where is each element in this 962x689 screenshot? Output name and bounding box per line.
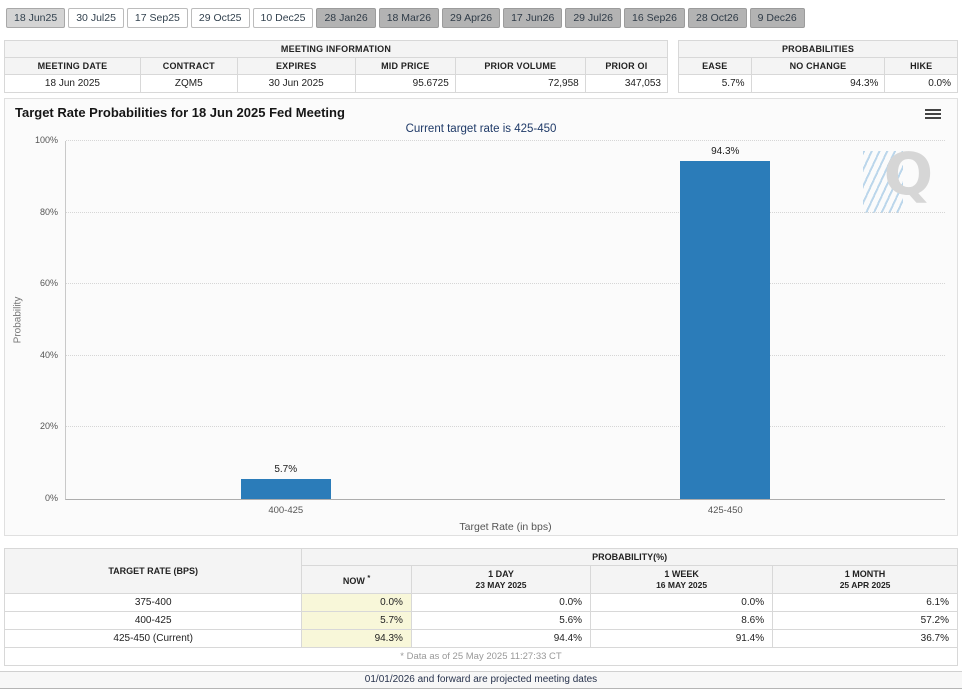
col-now: NOW *: [301, 565, 412, 594]
col-ease: EASE: [678, 57, 752, 75]
tab-18-jun25[interactable]: 18 Jun25: [6, 8, 66, 28]
x-axis-title: Target Rate (in bps): [459, 521, 552, 533]
table-row-425-450-current: 425-450 (Current) 94.3% 94.4% 91.4% 36.7…: [3, 629, 958, 648]
watermark-hatch: [863, 151, 903, 213]
tab-17-jun26[interactable]: 17 Jun26: [503, 8, 563, 28]
tab-29-oct25[interactable]: 29 Oct25: [190, 8, 250, 28]
tab-29-apr26[interactable]: 29 Apr26: [442, 8, 501, 28]
tab-29-jul26[interactable]: 29 Jul26: [565, 8, 622, 28]
hamburger-menu-icon[interactable]: [925, 107, 941, 121]
meeting-date-tabs: 18 Jun25 30 Jul25 17 Sep25 29 Oct25 10 D…: [0, 0, 962, 28]
col-prior-volume: PRIOR VOLUME: [454, 57, 586, 75]
table-row-400-425: 400-425 5.7% 5.6% 8.6% 57.2%: [3, 611, 958, 630]
tab-10-dec25[interactable]: 10 Dec25: [252, 8, 314, 28]
probability-history-table: TARGET RATE (BPS) PROBABILITY(%) NOW * 1…: [3, 548, 958, 666]
col-probability-group: PROBABILITY(%): [301, 548, 958, 566]
info-tables-row: MEETING INFORMATION MEETING DATE CONTRAC…: [0, 40, 962, 93]
probabilities-table: PROBABILITIES EASE NO CHANGE HIKE 5.7% 9…: [678, 40, 958, 93]
y-axis-tick-label: 0%: [44, 493, 58, 503]
now-cell: 5.7%: [301, 611, 412, 630]
col-1-month: 1 MONTH 25 APR 2025: [772, 565, 958, 594]
now-cell: 0.0%: [301, 593, 412, 612]
tab-17-sep25[interactable]: 17 Sep25: [126, 8, 188, 28]
bar-425-450: [680, 161, 771, 499]
probabilities-title: PROBABILITIES: [678, 40, 958, 58]
chart-panel: Target Rate Probabilities for 18 Jun 202…: [4, 98, 958, 536]
mid-price-value: 95.6725: [354, 74, 456, 93]
x-axis-tick-label: 425-450: [707, 505, 743, 516]
bar-400-425: [240, 478, 331, 499]
gridline: [66, 354, 945, 356]
tab-28-jan26[interactable]: 28 Jan26: [316, 8, 376, 28]
y-axis-tick-label: 60%: [39, 278, 58, 289]
tab-30-jul25[interactable]: 30 Jul25: [68, 8, 124, 28]
day1-cell: 94.4%: [410, 629, 592, 648]
expires-value: 30 Jun 2025: [236, 74, 356, 93]
col-1-week: 1 WEEK 16 MAY 2025: [590, 565, 774, 594]
chart-title: Target Rate Probabilities for 18 Jun 202…: [15, 105, 345, 120]
now-cell: 94.3%: [301, 629, 412, 648]
chart-subtitle: Current target rate is 425-450: [405, 123, 557, 135]
y-axis-tick-label: 80%: [39, 206, 58, 217]
tab-9-dec26[interactable]: 9 Dec26: [749, 8, 805, 28]
day1-cell: 5.6%: [410, 611, 592, 630]
data-as-of-footnote: * Data as of 25 May 2025 11:27:33 CT: [4, 647, 958, 666]
rate-cell: 425-450 (Current): [3, 629, 303, 648]
x-axis-tick-label: 400-425: [268, 505, 304, 516]
gridline: [66, 426, 945, 428]
hike-value: 0.0%: [884, 74, 958, 93]
col-prior-oi: PRIOR OI: [584, 57, 669, 75]
no-change-value: 94.3%: [750, 74, 886, 93]
col-mid-price: MID PRICE: [354, 57, 456, 75]
col-hike: HIKE: [884, 57, 958, 75]
plot-area: Probability Q Target Rate (in bps) 0% 20%…: [13, 135, 945, 533]
month1-cell: 36.7%: [772, 629, 958, 648]
bar-value-label: 5.7%: [274, 463, 298, 475]
y-axis-tick-label: 20%: [39, 421, 58, 432]
gridline: [66, 283, 945, 285]
now-asterisk: *: [367, 573, 371, 582]
watermark-q-letter: Q: [883, 140, 933, 208]
week1-cell: 91.4%: [590, 629, 774, 648]
col-target-rate: TARGET RATE (BPS): [3, 548, 303, 594]
col-meeting-date: MEETING DATE: [4, 57, 141, 75]
y-axis-tick-label: 100%: [34, 135, 58, 145]
probabilities-row: 5.7% 94.3% 0.0%: [678, 74, 958, 93]
prior-oi-value: 347,053: [584, 74, 669, 93]
week1-cell: 0.0%: [590, 593, 774, 612]
y-axis-title: Probability: [12, 296, 24, 344]
gridline: [66, 211, 945, 213]
meeting-date-value: 18 Jun 2025: [4, 74, 141, 93]
col-1-day: 1 DAY 23 MAY 2025: [410, 565, 592, 594]
contract-value: ZQM5: [139, 74, 238, 93]
tab-28-oct26[interactable]: 28 Oct26: [687, 8, 747, 28]
table-row-375-400: 375-400 0.0% 0.0% 0.0% 6.1%: [3, 593, 958, 612]
meeting-information-table: MEETING INFORMATION MEETING DATE CONTRAC…: [4, 40, 669, 93]
quikstrike-watermark: Q: [863, 145, 933, 217]
meeting-info-title: MEETING INFORMATION: [4, 40, 668, 58]
y-axis-tick-label: 40%: [39, 349, 58, 360]
projected-dates-note: 01/01/2026 and forward are projected mee…: [0, 671, 962, 689]
bar-value-label: 94.3%: [711, 146, 740, 158]
ease-value: 5.7%: [678, 74, 752, 93]
month1-cell: 57.2%: [772, 611, 958, 630]
prior-volume-value: 72,958: [454, 74, 586, 93]
rate-cell: 375-400: [3, 593, 303, 612]
week1-cell: 8.6%: [590, 611, 774, 630]
month1-cell: 6.1%: [772, 593, 958, 612]
col-contract: CONTRACT: [139, 57, 238, 75]
tab-18-mar26[interactable]: 18 Mar26: [378, 8, 440, 28]
gridline: [66, 140, 945, 141]
meeting-info-row: 18 Jun 2025 ZQM5 30 Jun 2025 95.6725 72,…: [4, 74, 669, 93]
col-no-change: NO CHANGE: [750, 57, 886, 75]
day1-cell: 0.0%: [410, 593, 592, 612]
rate-cell: 400-425: [3, 611, 303, 630]
col-expires: EXPIRES: [236, 57, 356, 75]
data-as-of-footnote-row: * Data as of 25 May 2025 11:27:33 CT: [4, 647, 958, 666]
tab-16-sep26[interactable]: 16 Sep26: [624, 8, 685, 28]
